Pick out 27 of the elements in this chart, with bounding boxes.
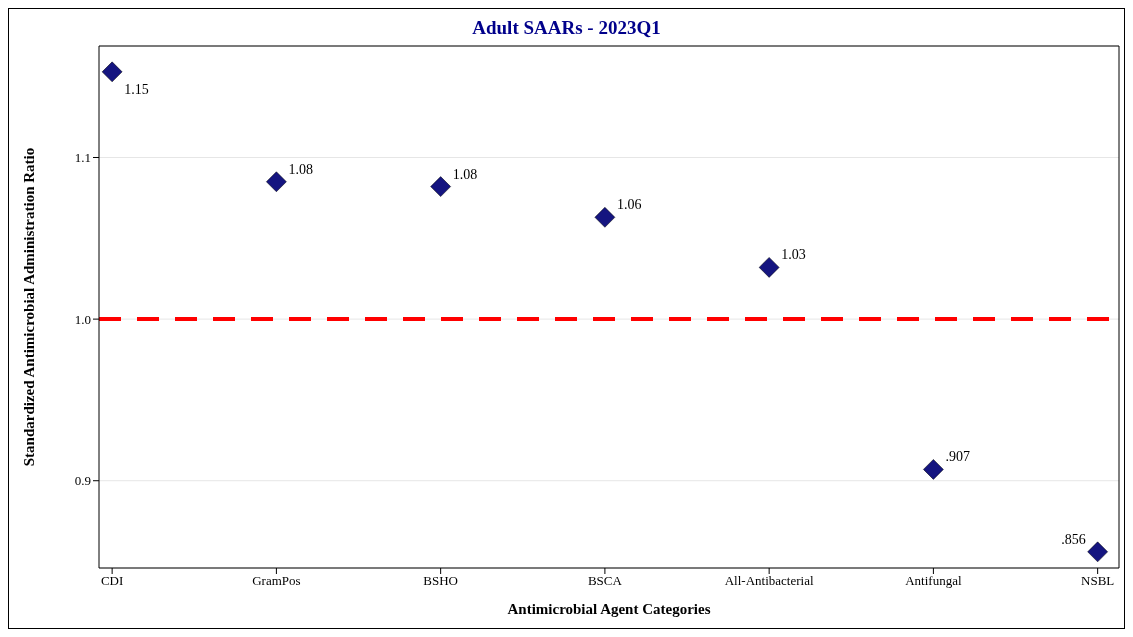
point <box>430 176 451 197</box>
point <box>101 61 123 83</box>
data-label: 1.15 <box>124 81 149 97</box>
y-tick-label: 1.0 <box>74 311 91 327</box>
x-tick-label: GramPos <box>252 573 301 589</box>
point <box>266 171 287 192</box>
y-axis-title: Standardized Antimicrobial Administration Ratio <box>21 147 38 467</box>
x-tick-label: BSHO <box>423 573 458 589</box>
point <box>923 459 944 480</box>
chart-title: Adult SAARs - 2023Q1 <box>471 17 662 39</box>
data-label: 1.06 <box>616 197 642 213</box>
point <box>1087 541 1108 563</box>
point <box>594 207 616 228</box>
y-tick-label: 1.1 <box>74 150 91 166</box>
data-label: 1.08 <box>288 161 313 177</box>
data-label: .856 <box>1061 531 1086 547</box>
data-label: 1.03 <box>781 247 806 263</box>
x-tick-label: All-Antibacterial <box>724 573 814 589</box>
y-tick-label: 0.9 <box>74 473 91 489</box>
x-tick-label: CDI <box>100 573 124 589</box>
x-tick-label: BSCA <box>587 573 623 589</box>
x-tick-label: NSBL <box>1081 573 1115 589</box>
x-axis-title: Antimicrobial Agent Categories <box>507 601 711 617</box>
x-tick-label: Antifungal <box>905 573 962 589</box>
point <box>758 257 780 278</box>
data-label: .907 <box>945 449 970 465</box>
data-label: 1.08 <box>452 166 478 182</box>
